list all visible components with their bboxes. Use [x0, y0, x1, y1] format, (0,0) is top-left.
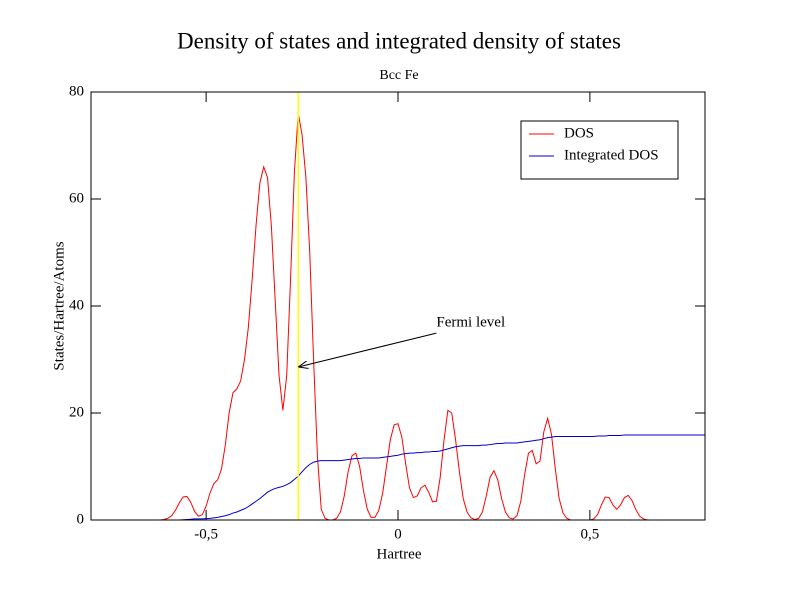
- x-tick-label: 0: [394, 526, 402, 542]
- y-tick-label: 40: [69, 297, 84, 313]
- legend-label: DOS: [564, 125, 594, 141]
- x-axis-label: Hartree: [377, 546, 422, 562]
- y-tick-label: 80: [69, 83, 84, 99]
- annotation-text: Fermi level: [436, 315, 505, 331]
- annotation-arrow: [298, 332, 437, 367]
- plot-frame: [90, 91, 706, 521]
- legend-box: [520, 120, 679, 180]
- plot-area: -0,5 0 0,5 0 20 40 60 80 Fermi level: [69, 83, 705, 542]
- x-tick-label: 0,5: [581, 526, 600, 542]
- legend-label: Integrated DOS: [564, 147, 659, 163]
- y-tick-label: 0: [77, 511, 85, 527]
- y-axis-label: States/Hartree/Atoms: [51, 241, 67, 370]
- chart-subtitle: Bcc Fe: [379, 68, 418, 83]
- x-tick-label: -0,5: [194, 526, 218, 542]
- y-tick-label: 20: [69, 404, 84, 420]
- chart-title: Density of states and integrated density…: [177, 28, 621, 53]
- data-line: [160, 113, 648, 521]
- data-line: [175, 434, 705, 521]
- y-tick-label: 60: [69, 190, 84, 206]
